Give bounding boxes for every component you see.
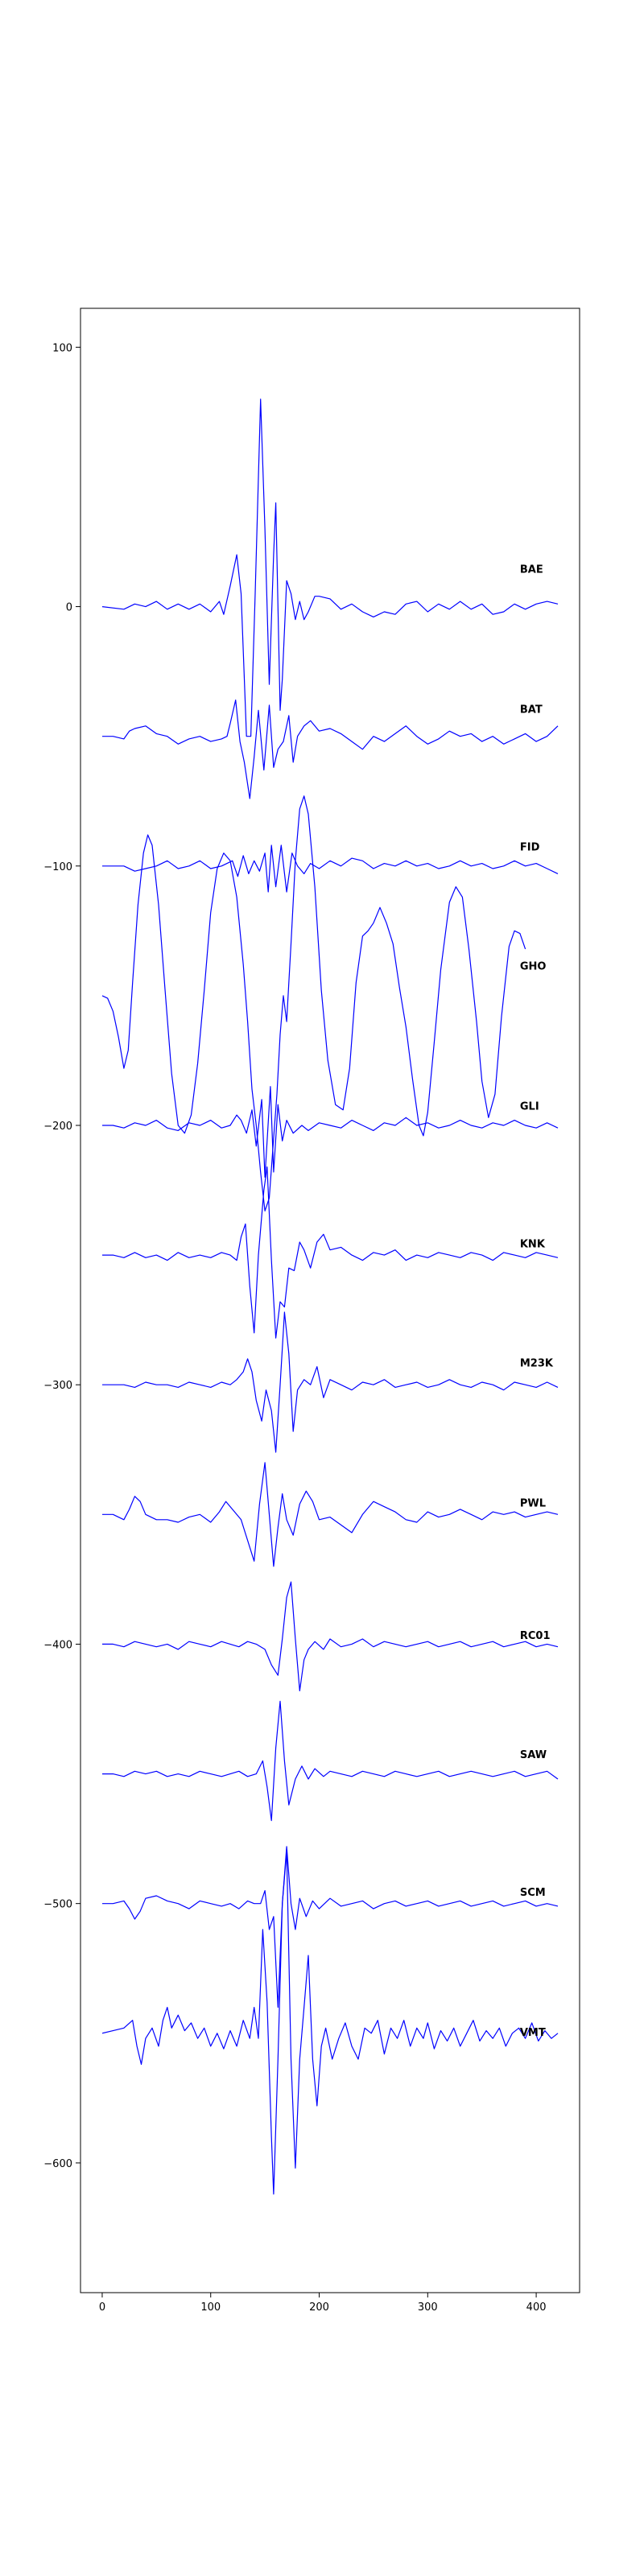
x-tick-label: 0 [99,2301,105,2314]
x-tick-label: 300 [418,2301,438,2314]
trace-m23k [102,1311,559,1453]
y-tick-label: 100 [52,342,72,354]
trace-knk [102,1166,559,1339]
station-label-vmt: VMT [520,2027,546,2039]
y-tick-label: −500 [43,1899,72,1911]
station-label-rc01: RC01 [520,1630,551,1642]
x-axis: 0 100 200 300 400 [99,2293,547,2314]
station-label-pwl: PWL [520,1498,546,1510]
station-label-gho: GHO [520,961,547,973]
axes-frame [80,308,580,2293]
trace-scm [102,1846,559,2008]
y-tick-label: −300 [43,1380,72,1392]
trace-group [101,398,559,2195]
x-tick-label: 100 [200,2301,221,2314]
y-tick-label: −600 [43,2158,72,2170]
y-tick-label: 0 [66,602,72,614]
station-label-bat: BAT [520,704,543,716]
trace-gli [102,1086,559,1178]
station-label-gli: GLI [520,1101,539,1113]
station-label-knk: KNK [520,1238,546,1250]
station-label-scm: SCM [520,1887,546,1899]
trace-pwl [102,1462,559,1567]
station-label-fid: FID [520,841,540,853]
x-tick-label: 400 [526,2301,547,2314]
trace-saw [102,1700,559,1822]
trace-fid [102,844,559,893]
y-axis: 100 0 −100 −200 −300 −400 −500 −600 [43,342,80,2170]
station-label-group: BAE BAT FID GHO GLI KNK M23K PWL RC01 SAW SCM VMT [520,564,554,2039]
trace-gho [101,795,526,1212]
trace-bae [101,398,559,737]
station-label-saw: SAW [520,1749,547,1761]
y-tick-label: −400 [43,1639,72,1651]
trace-bat [102,700,559,799]
station-label-m23k: M23K [520,1358,554,1370]
y-tick-label: −100 [43,861,72,873]
station-label-bae: BAE [520,564,543,576]
trace-vmt [101,1851,559,2195]
x-tick-label: 200 [309,2301,329,2314]
y-tick-label: −200 [43,1121,72,1133]
trace-rc01 [102,1581,559,1691]
